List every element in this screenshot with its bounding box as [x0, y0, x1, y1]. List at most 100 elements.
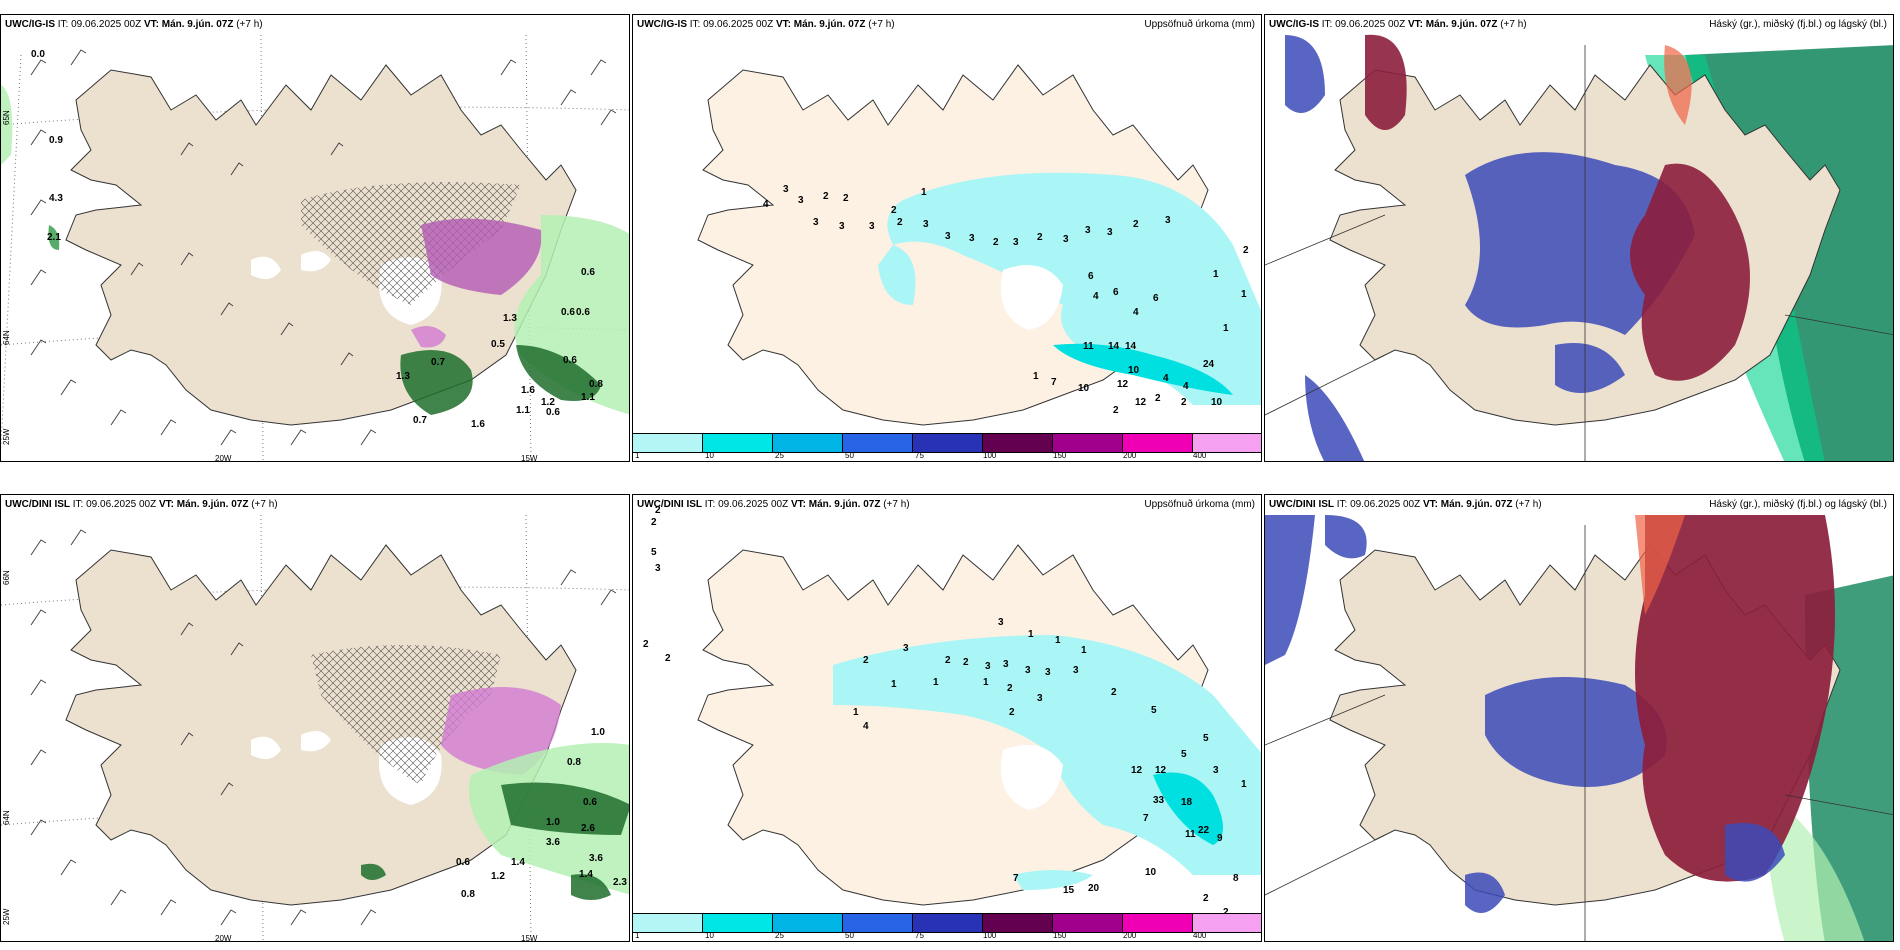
precip-value: 18 [1181, 797, 1193, 808]
precip-value: 3 [1085, 225, 1091, 236]
panel-wind-precip-bottom: UWC/DINI ISL IT: 09.06.2025 00Z VT: Mán.… [0, 494, 630, 942]
colorbar-segment [703, 434, 773, 452]
wind-value: 1.1 [581, 392, 595, 403]
precip-value: 3 [1073, 665, 1079, 676]
colorbar-label: 50 [845, 931, 854, 940]
precip-value: 2 [843, 193, 849, 204]
precip-value: 7 [1013, 873, 1019, 884]
panel-clouds-bottom: UWC/DINI ISL IT: 09.06.2025 00Z VT: Mán.… [1264, 494, 1894, 942]
precip-value: 1 [1028, 629, 1034, 640]
colorbar-segment [1123, 434, 1193, 452]
precip-value: 4 [1163, 373, 1169, 384]
colorbar-label: 100 [983, 451, 997, 460]
colorbar-label: 50 [845, 451, 854, 460]
wind-value: 0.7 [413, 415, 427, 426]
precip-value: 3 [923, 219, 929, 230]
precip-value: 3 [783, 184, 789, 195]
precip-value: 3 [798, 195, 804, 206]
colorbar-label: 150 [1053, 931, 1067, 940]
precip-value: 1 [1055, 635, 1061, 646]
precip-value: 22 [1198, 825, 1210, 836]
precip-value: 2 [1111, 687, 1117, 698]
colorbar-label: 1 [635, 451, 640, 460]
precip-value: 2 [1113, 405, 1119, 416]
precip-value: 20 [1088, 883, 1100, 894]
precip-value: 1 [1223, 323, 1229, 334]
colorbar-segment [1123, 914, 1193, 932]
map-clouds-top [1265, 34, 1893, 461]
colorbar [633, 433, 1261, 453]
precip-value: 33 [1153, 795, 1165, 806]
colorbar-labels: 1 10 25 50 75 100 150 200 400 [633, 931, 1261, 941]
lat-label: 25W [2, 428, 11, 445]
precip-value: 4 [763, 199, 769, 210]
precip-value: 2 [945, 655, 951, 666]
wind-value: 2.6 [581, 823, 595, 834]
colorbar-segment [913, 434, 983, 452]
precip-value: 3 [1107, 227, 1113, 238]
precip-value: 11 [1083, 341, 1094, 352]
precip-value: 3 [969, 233, 975, 244]
colorbar-segment [913, 914, 983, 932]
precip-value: 2 [897, 217, 903, 228]
wind-value: 0.9 [49, 135, 63, 146]
wind-value: 4.3 [49, 193, 63, 204]
wind-value: 0.6 [581, 267, 595, 278]
precip-value: 2 [665, 653, 671, 664]
colorbar-segment [633, 914, 703, 932]
wind-value: 0.8 [461, 889, 475, 900]
precip-value: 3 [945, 231, 951, 242]
precip-value: 12 [1131, 765, 1143, 776]
precip-value: 3 [839, 221, 845, 232]
precip-value: 6 [1113, 287, 1119, 298]
lon-label: 20W [215, 454, 232, 462]
precip-value: 2 [1009, 707, 1015, 718]
precip-value: 1 [891, 679, 897, 690]
colorbar-label: 10 [705, 451, 714, 460]
colorbar-label: 150 [1053, 451, 1067, 460]
wind-value: 2.3 [613, 877, 627, 888]
precip-value: 1 [1081, 645, 1087, 656]
precip-value: 8 [1233, 873, 1239, 884]
precip-value: 3 [903, 643, 909, 654]
colorbar-segment [1193, 434, 1261, 452]
precip-value: 1 [1033, 371, 1039, 382]
map-clouds-bottom [1265, 515, 1893, 941]
colorbar-segment [773, 914, 843, 932]
precip-value: 3 [1165, 215, 1171, 226]
colorbar-segment [1193, 914, 1261, 932]
precip-value: 2 [823, 191, 829, 202]
precip-title: Uppsöfnuð úrkoma (mm) [1144, 19, 1255, 30]
wind-value: 1.6 [521, 385, 535, 396]
panel-title: UWC/IG-IS IT: 09.06.2025 00Z VT: Mán. 9.… [637, 19, 895, 30]
panel-title: UWC/IG-IS IT: 09.06.2025 00Z VT: Mán. 9.… [5, 19, 263, 30]
lat-label: 25W [2, 908, 11, 925]
panel-title: UWC/DINI ISL IT: 09.06.2025 00Z VT: Mán.… [5, 499, 278, 510]
precip-value: 1 [933, 677, 939, 688]
precip-value: 4 [863, 721, 869, 732]
wind-value: 3.6 [589, 853, 603, 864]
precip-value: 14 [1108, 341, 1120, 352]
panel-precip-bottom: UWC/DINI ISL IT: 09.06.2025 00Z VT: Mán.… [632, 494, 1262, 942]
precip-value: 24 [1203, 359, 1215, 370]
precip-value: 3 [813, 217, 819, 228]
precip-value: 10 [1078, 383, 1090, 394]
colorbar-segment [843, 914, 913, 932]
precip-value: 1 [1241, 779, 1247, 790]
wind-value: 0.7 [431, 357, 445, 368]
wind-value: 1.2 [541, 397, 555, 408]
colorbar [633, 913, 1261, 933]
wind-value: 0.6 [576, 307, 590, 318]
colorbar-segment [1053, 914, 1123, 932]
colorbar-segment [633, 434, 703, 452]
precip-value: 5 [1203, 733, 1209, 744]
wind-value: 2.1 [47, 232, 61, 243]
precip-value: 12 [1155, 765, 1167, 776]
panel-title: UWC/DINI ISL IT: 09.06.2025 00Z VT: Mán.… [637, 499, 910, 510]
colorbar-label: 25 [775, 931, 784, 940]
colorbar-segment [983, 434, 1053, 452]
precip-value: 12 [1117, 379, 1129, 390]
wind-value: 1.4 [511, 857, 525, 868]
cloud-title: Háský (gr.), miðský (fj.bl.) og lágský (… [1709, 19, 1887, 30]
precip-value: 3 [1063, 234, 1069, 245]
